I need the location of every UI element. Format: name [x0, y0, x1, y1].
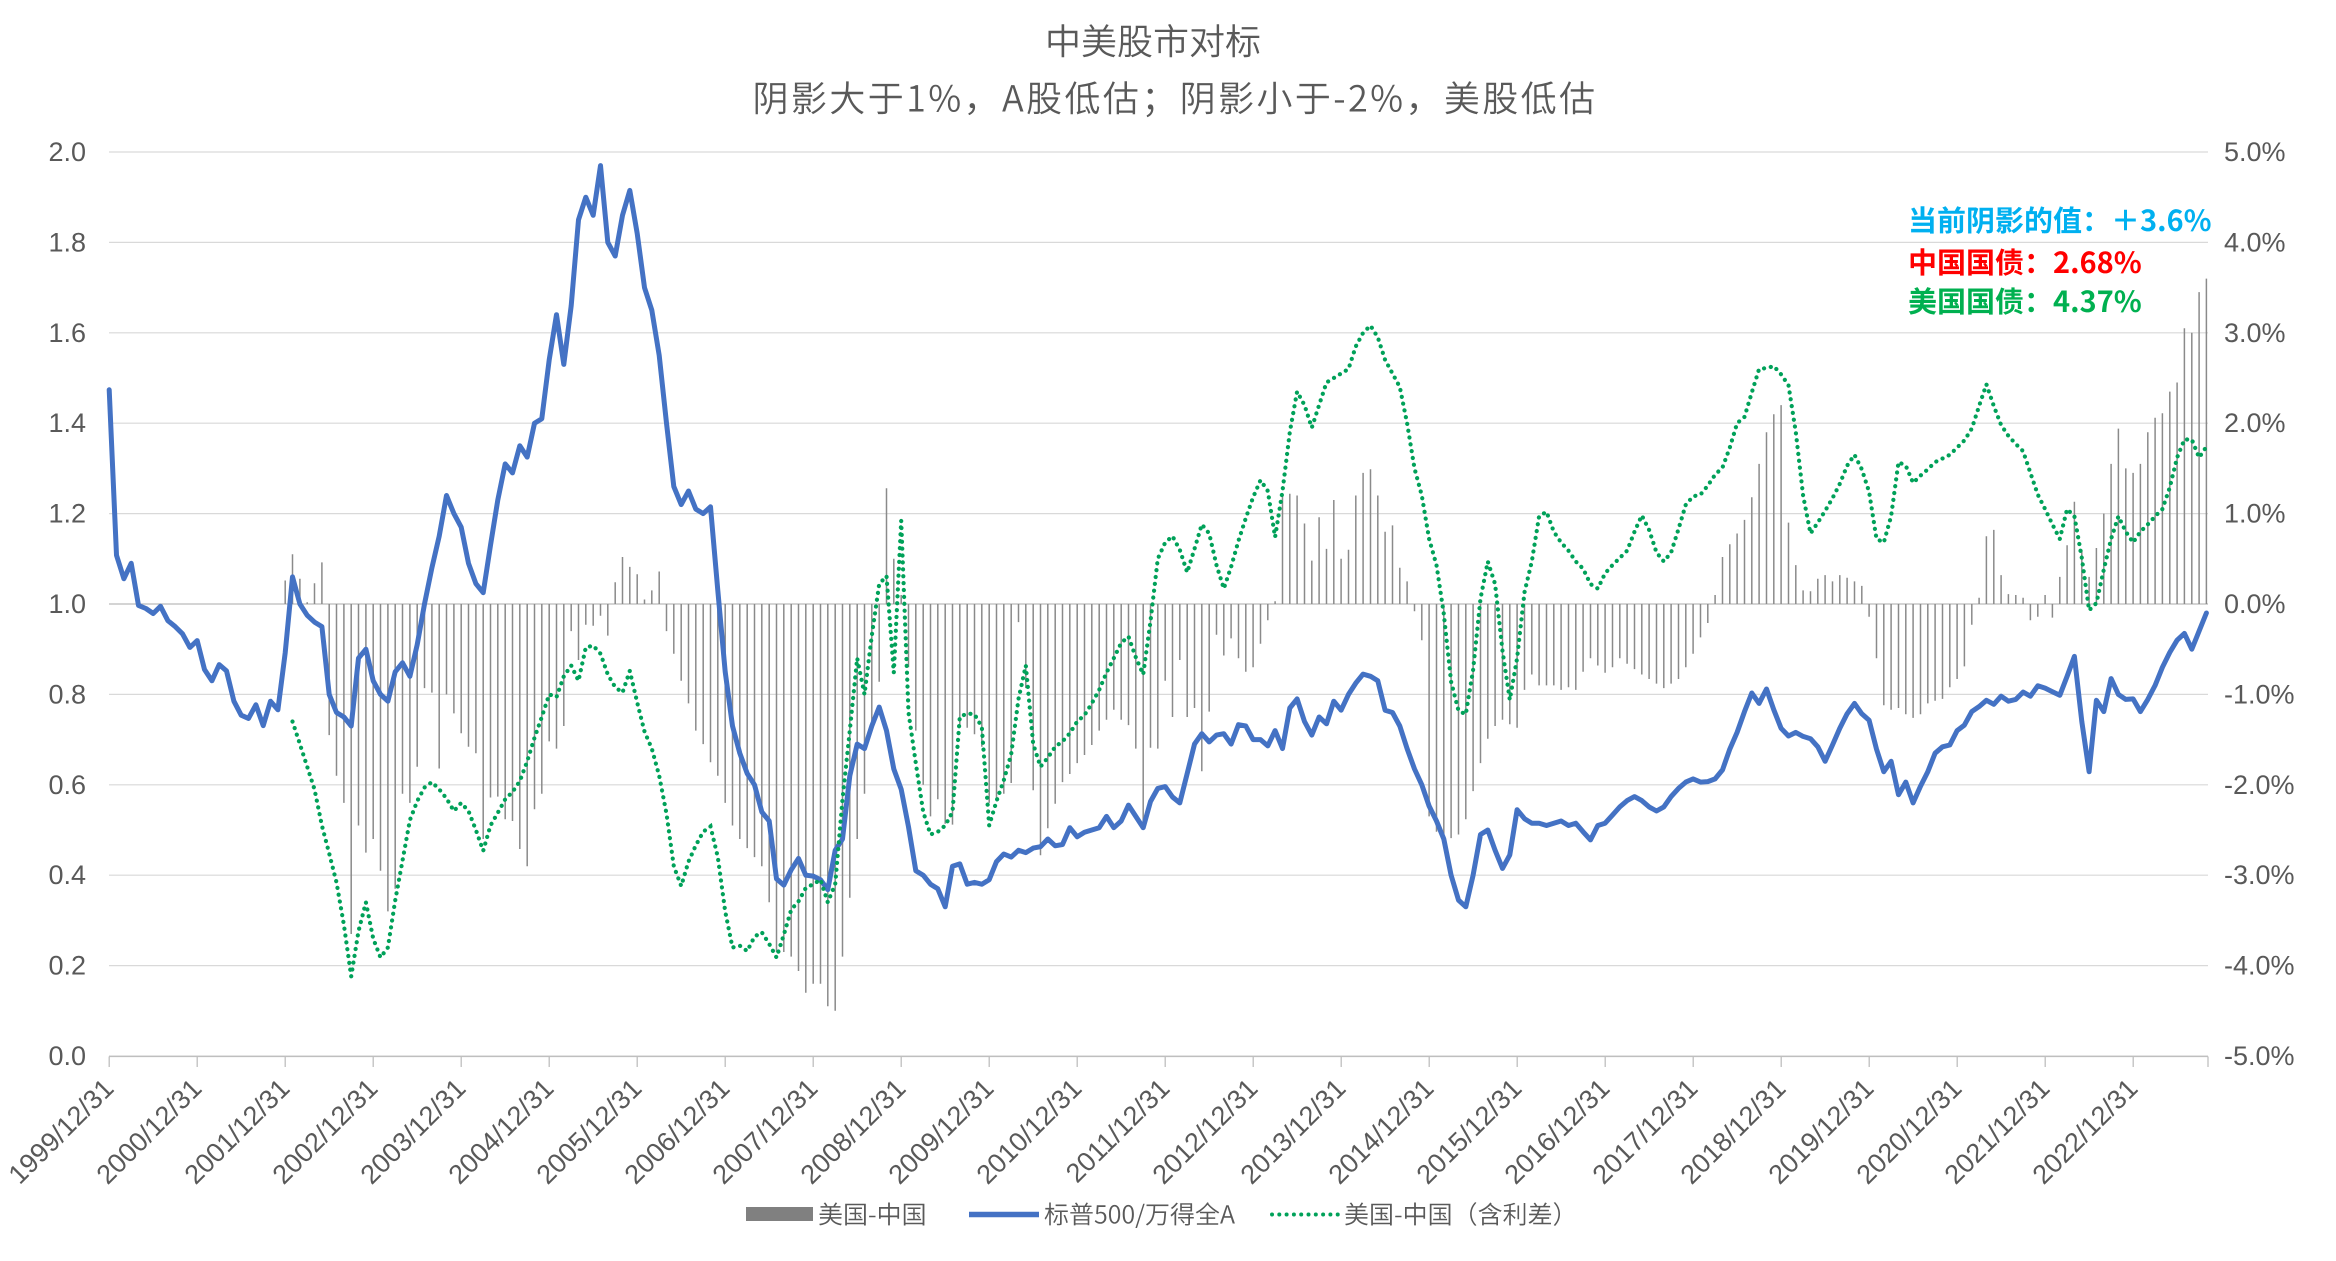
- svg-text:-3.0%: -3.0%: [2224, 860, 2295, 890]
- svg-text:0.4: 0.4: [48, 860, 86, 890]
- svg-text:1.0: 1.0: [48, 589, 86, 619]
- svg-text:3.0%: 3.0%: [2224, 318, 2286, 348]
- svg-text:4.0%: 4.0%: [2224, 227, 2286, 257]
- svg-text:0.0: 0.0: [48, 1041, 86, 1071]
- svg-text:2.0%: 2.0%: [2224, 408, 2286, 438]
- svg-text:1.4: 1.4: [48, 408, 86, 438]
- svg-text:0.6: 0.6: [48, 770, 86, 800]
- svg-text:0.8: 0.8: [48, 679, 86, 709]
- svg-text:-5.0%: -5.0%: [2224, 1041, 2295, 1071]
- svg-text:1.2: 1.2: [48, 499, 86, 529]
- svg-text:1.8: 1.8: [48, 227, 86, 257]
- svg-text:1.6: 1.6: [48, 318, 86, 348]
- svg-text:-1.0%: -1.0%: [2224, 679, 2295, 709]
- svg-text:-4.0%: -4.0%: [2224, 951, 2295, 981]
- svg-text:1.0%: 1.0%: [2224, 499, 2286, 529]
- svg-text:0.2: 0.2: [48, 951, 86, 981]
- svg-text:0.0%: 0.0%: [2224, 589, 2286, 619]
- svg-text:2.0: 2.0: [48, 137, 86, 167]
- svg-text:5.0%: 5.0%: [2224, 137, 2286, 167]
- svg-text:-2.0%: -2.0%: [2224, 770, 2295, 800]
